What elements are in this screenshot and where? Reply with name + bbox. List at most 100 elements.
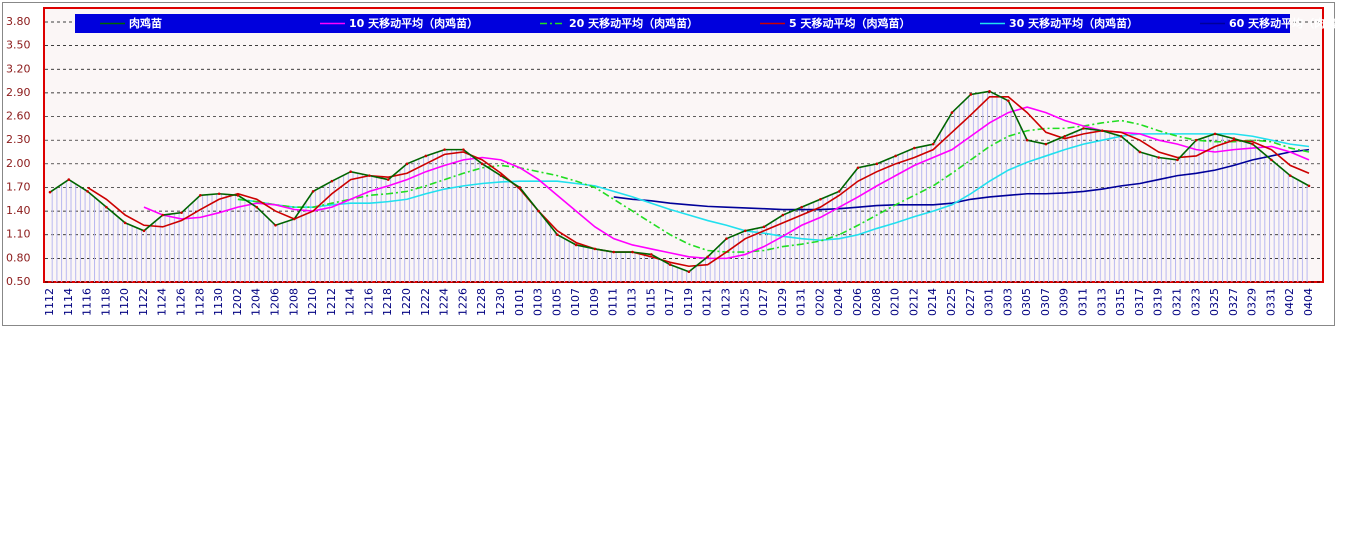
x-tick-label: 1112 (43, 288, 56, 316)
x-tick-label: 1210 (306, 288, 319, 316)
point-marker (443, 148, 446, 151)
point-marker (743, 229, 747, 233)
series-line (49, 90, 1310, 273)
point-marker (1176, 158, 1179, 162)
area-fill (50, 91, 1309, 282)
y-tick-label: 2.90 (6, 86, 31, 99)
point-marker (1270, 158, 1273, 162)
point-marker (1100, 129, 1104, 133)
point-marker (706, 255, 709, 259)
point-marker (349, 170, 352, 173)
x-tick-label: 0119 (682, 288, 695, 316)
point-marker (105, 205, 108, 209)
point-marker (142, 229, 146, 233)
point-marker (800, 205, 803, 209)
x-tick-label: 0301 (983, 288, 996, 316)
point-marker (255, 205, 259, 209)
x-tick-label: 0309 (1058, 288, 1071, 316)
x-tick-label: 1122 (137, 288, 150, 316)
x-tick-label: 1220 (400, 288, 413, 316)
y-tick-label: 3.80 (6, 15, 31, 28)
point-marker (1232, 137, 1236, 140)
x-tick-label: 0206 (851, 288, 864, 316)
x-tick-label: 1114 (62, 288, 75, 316)
x-tick-label: 0202 (813, 288, 826, 316)
point-marker (819, 197, 822, 201)
x-tick-label: 0323 (1189, 288, 1202, 316)
point-marker (311, 190, 315, 193)
x-tick-label: 0404 (1302, 288, 1315, 316)
x-tick-label: 0113 (626, 288, 639, 316)
x-tick-label: 1128 (193, 288, 206, 316)
x-tick-label: 0325 (1208, 288, 1221, 316)
x-tick-label: 0115 (644, 288, 657, 316)
x-tick-label: 1116 (81, 288, 94, 316)
x-tick-label: 0117 (663, 288, 676, 316)
x-tick-label: 1130 (212, 288, 225, 316)
x-tick-label: 1216 (362, 288, 375, 316)
point-marker (48, 190, 52, 194)
x-tick-label: 0311 (1077, 288, 1090, 316)
x-tick-label: 0319 (1152, 288, 1165, 316)
x-tick-label: 1120 (118, 288, 131, 316)
x-tick-label: 0321 (1170, 288, 1183, 316)
point-marker (1194, 138, 1198, 142)
y-tick-label: 2.00 (6, 157, 31, 170)
point-marker (368, 174, 371, 177)
x-tick-label: 0121 (701, 288, 714, 316)
series-line (237, 119, 1310, 253)
point-marker (913, 146, 916, 150)
x-tick-label: 0227 (964, 288, 977, 316)
x-tick-label: 0123 (719, 288, 732, 316)
point-marker (969, 93, 973, 96)
point-marker (274, 223, 277, 227)
point-marker (161, 213, 165, 217)
series-line (613, 148, 1310, 211)
x-tick-label: 0402 (1283, 288, 1296, 316)
point-marker (1288, 174, 1292, 177)
point-marker (875, 162, 879, 166)
point-marker (1044, 142, 1048, 146)
x-tick-label: 0129 (776, 288, 789, 316)
x-tick-label: 1218 (381, 288, 394, 316)
point-marker (67, 178, 71, 181)
point-marker (1007, 99, 1010, 103)
x-tick-label: 0307 (1039, 288, 1052, 316)
legend-label: 60 天移动平均（肉鸡苗） (1229, 16, 1345, 30)
point-marker (687, 270, 691, 274)
legend-label: 20 天移动平均（肉鸡苗） (569, 16, 698, 30)
x-tick-label: 0331 (1264, 288, 1277, 316)
point-marker (988, 90, 991, 93)
y-tick-label: 0.80 (6, 251, 31, 264)
point-marker (725, 237, 728, 240)
y-tick-label: 1.10 (6, 228, 31, 241)
legend-label: 30 天移动平均（肉鸡苗） (1009, 16, 1138, 30)
x-tick-label: 0127 (757, 288, 770, 316)
x-tick-label: 0107 (569, 288, 582, 316)
point-marker (837, 190, 841, 193)
point-marker (537, 209, 540, 213)
point-marker (217, 192, 221, 196)
x-tick-label: 0111 (607, 288, 620, 316)
point-marker (762, 225, 766, 229)
point-marker (668, 263, 672, 266)
x-tick-label: 0131 (795, 288, 808, 316)
point-marker (1213, 132, 1217, 136)
x-tick-label: 0214 (926, 288, 939, 316)
x-tick-label: 0313 (1095, 288, 1108, 316)
point-marker (1138, 150, 1142, 154)
plot-layer (45, 21, 1322, 283)
x-tick-label: 1204 (250, 288, 263, 316)
point-marker (462, 148, 465, 151)
x-tick-label: 1224 (438, 288, 451, 316)
x-tick-label: 0327 (1227, 288, 1240, 316)
point-marker (856, 166, 860, 170)
x-tick-label: 1230 (494, 288, 507, 316)
x-tick-label: 0317 (1133, 288, 1146, 316)
x-tick-label: 1214 (344, 288, 357, 316)
x-tick-label: 0204 (832, 288, 845, 316)
point-marker (612, 250, 616, 254)
point-marker (405, 162, 409, 166)
